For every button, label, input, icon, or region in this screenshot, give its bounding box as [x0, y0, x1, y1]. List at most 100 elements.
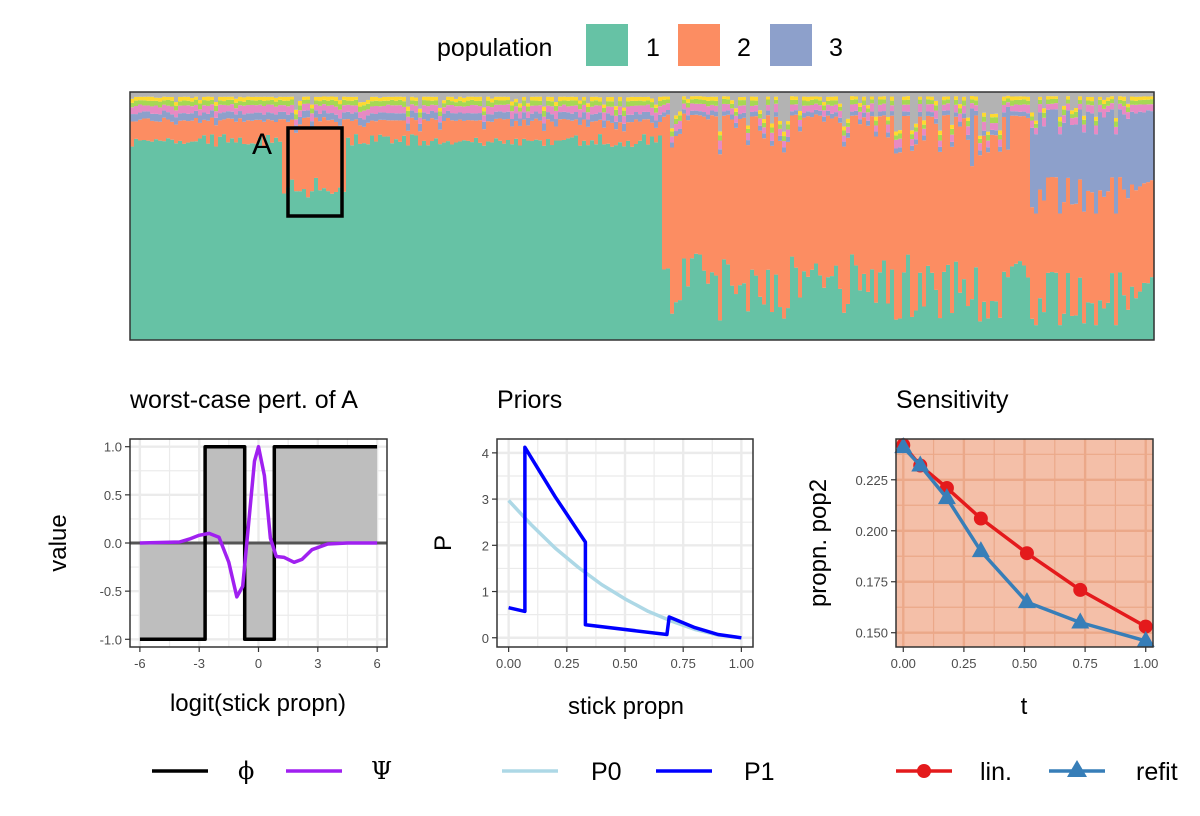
structure-bar-segment — [1130, 104, 1135, 112]
structure-bar-segment — [902, 92, 907, 97]
structure-bar-segment — [490, 121, 495, 143]
structure-bar-segment — [670, 131, 675, 137]
structure-bar-segment — [1006, 102, 1011, 107]
structure-bar-segment — [262, 146, 267, 340]
structure-bar-segment — [1126, 309, 1131, 340]
structure-bar-segment — [682, 113, 687, 259]
structure-bar-segment — [1106, 92, 1111, 98]
structure-bar-segment — [978, 135, 983, 139]
structure-bar-segment — [466, 120, 471, 141]
structure-bar-segment — [1042, 200, 1047, 313]
structure-bar-segment — [810, 96, 815, 100]
structure-bar-segment — [1114, 121, 1119, 127]
structure-bar-segment — [530, 92, 535, 97]
structure-bar-segment — [438, 107, 443, 112]
structure-bar-segment — [502, 143, 507, 340]
structure-bar-segment — [206, 96, 211, 101]
structure-bar-segment — [1134, 190, 1139, 299]
structure-bar-segment — [642, 119, 647, 135]
structure-bar-segment — [298, 191, 303, 340]
structure-bar-segment — [778, 124, 783, 129]
structure-bar-segment — [166, 105, 171, 113]
structure-bar-segment — [378, 119, 383, 135]
structure-bar-segment — [298, 110, 303, 117]
structure-bar-segment — [1046, 99, 1051, 105]
structure-bar-segment — [962, 113, 967, 119]
structure-bar-segment — [478, 106, 483, 114]
structure-bar-segment — [898, 152, 903, 319]
structure-bar-segment — [990, 92, 995, 115]
structure-bar-segment — [150, 141, 155, 340]
structure-bar-segment — [138, 92, 143, 97]
legend-label-refit: refit — [1136, 758, 1178, 786]
structure-bar-segment — [414, 135, 419, 340]
structure-bar-segment — [790, 256, 795, 340]
structure-bar-segment — [206, 92, 211, 97]
structure-bar-segment — [458, 141, 463, 340]
structure-bar-segment — [346, 111, 351, 120]
structure-bar-segment — [926, 115, 931, 266]
structure-bar-segment — [686, 92, 691, 99]
structure-bar-segment — [830, 92, 835, 97]
structure-bar-segment — [554, 140, 559, 340]
structure-bar-segment — [558, 112, 563, 120]
structure-bar-segment — [166, 92, 171, 97]
structure-bar-segment — [134, 92, 139, 97]
structure-bar-segment — [346, 92, 351, 97]
structure-bar-segment — [822, 102, 827, 106]
structure-bar-segment — [394, 105, 399, 114]
structure-bar-segment — [1038, 96, 1043, 100]
structure-bar-segment — [690, 103, 695, 111]
structure-bar-segment — [558, 92, 563, 97]
structure-bar-segment — [278, 99, 283, 106]
structure-bar-segment — [686, 98, 691, 103]
structure-bar-segment — [714, 100, 719, 106]
structure-bar-segment — [1142, 92, 1147, 97]
structure-bar-segment — [450, 92, 455, 97]
structure-bar-segment — [514, 106, 519, 114]
structure-bar-segment — [806, 92, 811, 97]
structure-bar-segment — [1074, 315, 1079, 340]
structure-bar-segment — [966, 120, 971, 127]
structure-bar-segment — [594, 105, 599, 114]
x-tick-label: 0.75 — [671, 656, 696, 671]
structure-bar-segment — [470, 120, 475, 143]
structure-bar-segment — [990, 301, 995, 340]
structure-bar-segment — [998, 139, 1003, 147]
structure-bar-segment — [998, 317, 1003, 340]
structure-bar-segment — [1118, 96, 1123, 100]
structure-bar-segment — [230, 111, 235, 119]
structure-bar-segment — [694, 253, 699, 340]
y-tick-label: -1.0 — [100, 632, 122, 647]
structure-bar-segment — [802, 271, 807, 340]
structure-bar-segment — [366, 109, 371, 116]
structure-bar-segment — [890, 100, 895, 106]
structure-bar-segment — [170, 114, 175, 122]
structure-bar-segment — [914, 310, 919, 340]
structure-bar-segment — [750, 111, 755, 117]
structure-bar-segment — [714, 275, 719, 340]
structure-bar-segment — [262, 96, 267, 101]
structure-bar-segment — [202, 112, 207, 120]
structure-bar-segment — [506, 96, 511, 101]
structure-bar-segment — [1034, 120, 1039, 124]
structure-bar-segment — [226, 99, 231, 106]
structure-bar-segment — [434, 105, 439, 113]
structure-bar-segment — [630, 122, 635, 147]
structure-bar-segment — [874, 125, 879, 132]
structure-bar-segment — [750, 96, 755, 101]
structure-bar-segment — [146, 105, 151, 112]
structure-bar-segment — [1086, 190, 1091, 303]
structure-bar-segment — [530, 113, 535, 121]
structure-bar-segment — [794, 92, 799, 97]
structure-bar-segment — [230, 92, 235, 97]
structure-bar-segment — [878, 99, 883, 105]
structure-bar-segment — [1042, 312, 1047, 340]
structure-bar-segment — [226, 105, 231, 112]
structure-bar-segment — [626, 106, 631, 115]
structure-bar-segment — [870, 103, 875, 112]
structure-bar-segment — [350, 96, 355, 101]
structure-bar-segment — [934, 289, 939, 340]
structure-bar-segment — [438, 122, 443, 130]
structure-bar-segment — [702, 92, 707, 97]
